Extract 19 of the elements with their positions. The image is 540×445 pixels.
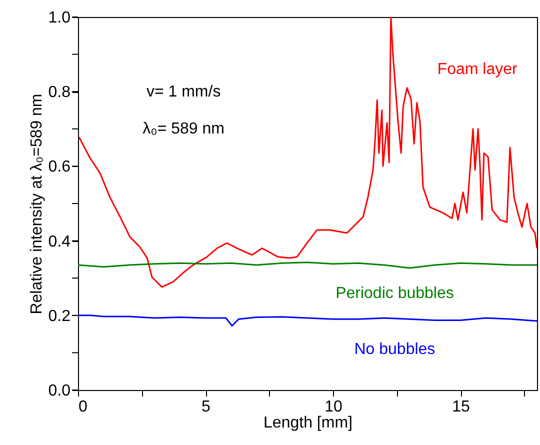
- x-tick-label: 5: [202, 398, 211, 416]
- x-tick-label: 0: [78, 398, 88, 416]
- x-tick-label: 15: [452, 398, 470, 416]
- y-axis-title: Relative intensity at λ₀=589 nm: [28, 94, 46, 314]
- line-series: [78, 314, 537, 327]
- y-tick-label: 0.0: [48, 382, 71, 400]
- series-label: No bubbles: [354, 340, 436, 358]
- series-label: Periodic bubbles: [336, 285, 454, 302]
- y-tick-label: 1.0: [48, 10, 71, 26]
- x-tick-label: 10: [324, 398, 342, 416]
- line-series: [78, 17, 537, 288]
- y-tick-label: 0.4: [48, 233, 71, 250]
- annotation: v= 1 mm/s: [146, 84, 221, 101]
- y-tick-label: 0.2: [48, 308, 71, 325]
- y-tick-label: 0.6: [48, 158, 71, 176]
- series-label: Foam layer: [437, 61, 518, 78]
- annotation: λ₀= 589 nm: [142, 120, 224, 138]
- y-tick-label: 0.8: [48, 84, 71, 102]
- x-axis-title: Length [mm]: [264, 414, 352, 432]
